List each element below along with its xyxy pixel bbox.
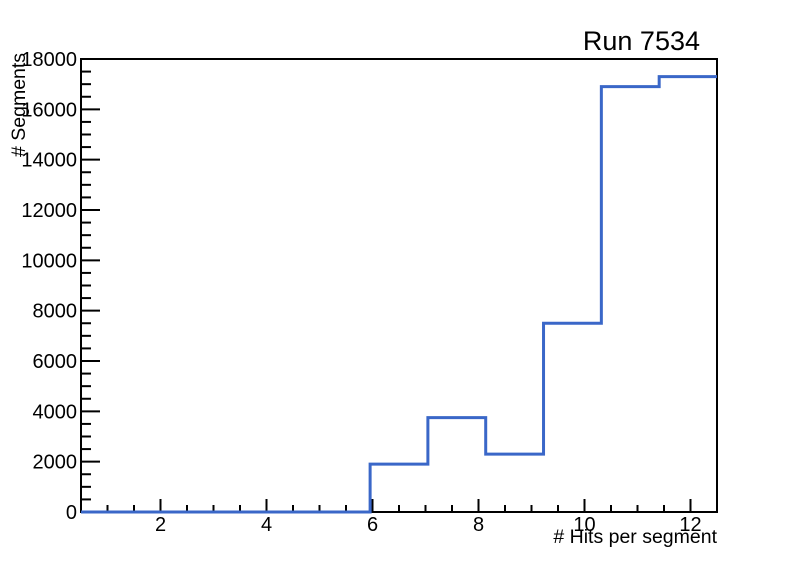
x-tick-label: 4 <box>261 514 272 536</box>
x-tick-label: 2 <box>155 514 166 536</box>
y-tick-label: 10000 <box>21 250 77 272</box>
y-tick-label: 18000 <box>21 49 77 71</box>
plot-frame <box>80 58 718 513</box>
histogram-line <box>81 75 717 514</box>
y-tick-label: 16000 <box>21 99 77 121</box>
y-tick-label: 12000 <box>21 200 77 222</box>
y-tick-label: 6000 <box>33 351 78 373</box>
y-axis-title: # Segments <box>8 53 30 157</box>
x-axis-title: # Hits per segment <box>553 526 717 548</box>
x-tick-label: 10 <box>573 514 595 536</box>
chart-title: Run 7534 <box>583 26 700 56</box>
y-tick-label: 14000 <box>21 150 77 172</box>
x-tick-label: 6 <box>367 514 378 536</box>
x-tick-label: 12 <box>679 514 701 536</box>
y-tick-label: 2000 <box>33 452 78 474</box>
y-tick-label: 8000 <box>33 301 78 323</box>
y-tick-label: 0 <box>66 502 77 524</box>
chart-generated-layer: 2 4 6 8 10 12 0 2000 4000 6000 8000 10000 12000 14000… <box>21 49 718 536</box>
y-tick-label: 4000 <box>33 401 78 423</box>
x-tick-label: 8 <box>473 514 484 536</box>
